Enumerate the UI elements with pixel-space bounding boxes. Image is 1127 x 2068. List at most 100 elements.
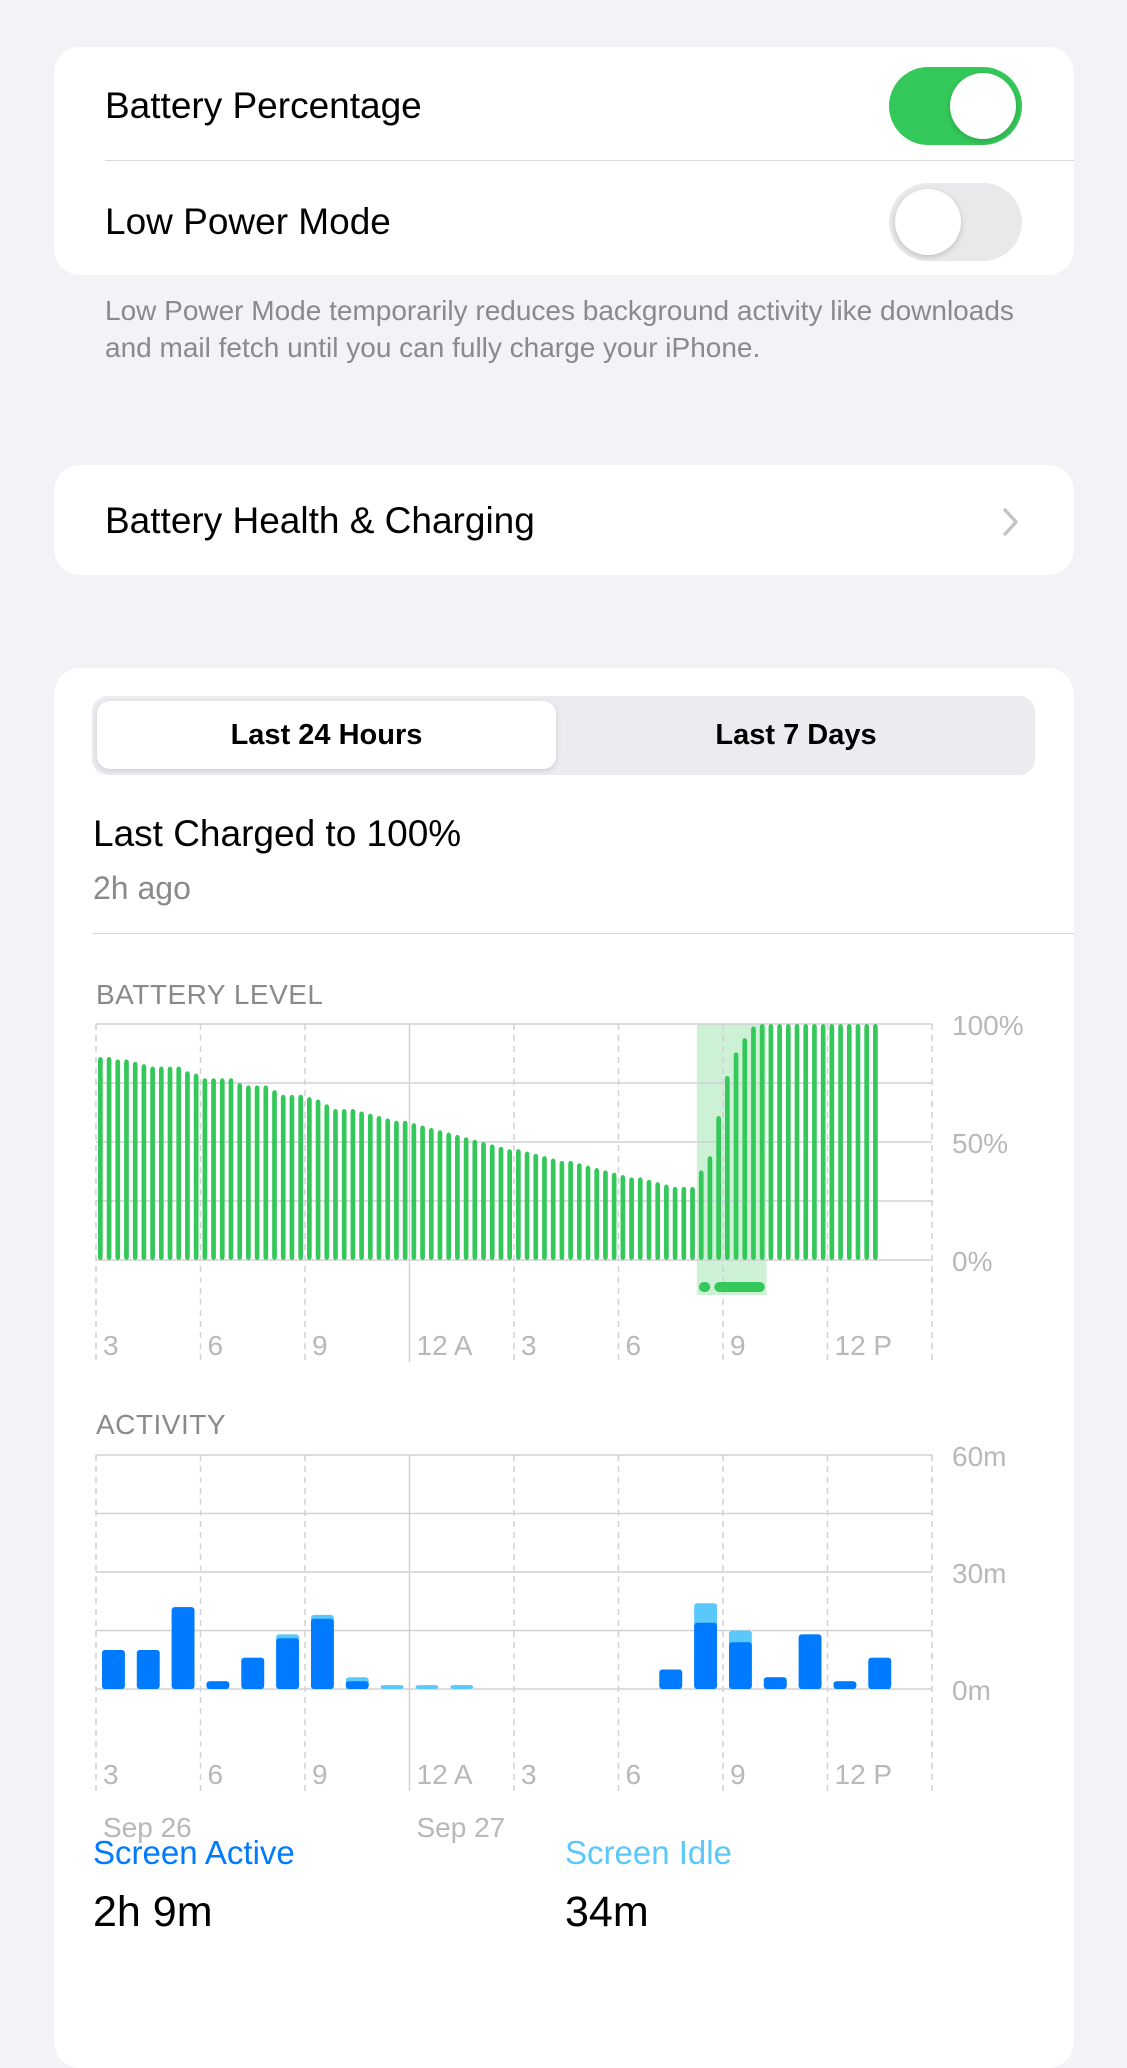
battery-bar bbox=[829, 1024, 835, 1260]
x-tick-label: 3 bbox=[521, 1759, 537, 1790]
battery-bar bbox=[803, 1024, 809, 1260]
x-tick-label: 9 bbox=[730, 1330, 746, 1361]
low-power-mode-toggle[interactable] bbox=[889, 183, 1022, 261]
battery-bar bbox=[812, 1024, 817, 1260]
x-tick-label: 6 bbox=[208, 1759, 224, 1790]
date-label: Sep 26 bbox=[103, 1812, 192, 1843]
y-tick-label: 100% bbox=[952, 1010, 1024, 1041]
screen-active-bar bbox=[345, 1681, 369, 1689]
x-tick-label: 12 P bbox=[835, 1759, 893, 1790]
battery-bar bbox=[646, 1179, 652, 1260]
screen-active-bar bbox=[659, 1669, 683, 1689]
screen-idle-label: Screen Idle bbox=[565, 1834, 732, 1871]
x-tick-label: 6 bbox=[626, 1759, 642, 1790]
screen-active-bar bbox=[694, 1622, 717, 1689]
battery-bar bbox=[568, 1160, 573, 1260]
battery-bar bbox=[228, 1078, 234, 1260]
battery-bar bbox=[472, 1139, 478, 1260]
battery-bar bbox=[455, 1134, 460, 1260]
tab-last-7-days[interactable]: Last 7 Days bbox=[715, 718, 877, 751]
battery-bar bbox=[437, 1130, 443, 1260]
screen-active-bar bbox=[763, 1677, 787, 1689]
x-tick-label: 3 bbox=[521, 1330, 537, 1361]
battery-bar bbox=[132, 1061, 138, 1260]
battery-bar bbox=[533, 1153, 539, 1260]
battery-bar bbox=[690, 1186, 695, 1260]
battery-health-label: Battery Health & Charging bbox=[105, 500, 535, 541]
battery-bar bbox=[272, 1090, 277, 1260]
battery-health-row[interactable]: Battery Health & Charging bbox=[54, 465, 1074, 575]
screen-idle-bar bbox=[415, 1685, 439, 1689]
screen-active-bar bbox=[833, 1681, 857, 1689]
screen-active-bar bbox=[171, 1607, 195, 1689]
battery-bar bbox=[751, 1026, 756, 1260]
battery-bar bbox=[333, 1108, 338, 1260]
battery-bar bbox=[725, 1075, 730, 1260]
battery-bar bbox=[524, 1151, 530, 1260]
low-power-footer: Low Power Mode temporarily reduces backg… bbox=[105, 295, 1014, 363]
battery-percentage-label: Battery Percentage bbox=[105, 85, 422, 126]
divider bbox=[105, 160, 1074, 161]
battery-bar bbox=[376, 1116, 382, 1260]
chevron-right-icon bbox=[1003, 508, 1018, 536]
battery-bar bbox=[98, 1057, 103, 1260]
battery-bar bbox=[446, 1132, 452, 1260]
battery-bar bbox=[611, 1172, 617, 1260]
x-tick-label: 6 bbox=[208, 1330, 224, 1361]
screen-active-bar bbox=[798, 1634, 822, 1689]
battery-bar bbox=[411, 1123, 417, 1260]
charging-indicator bbox=[714, 1282, 765, 1292]
battery-bar bbox=[402, 1120, 408, 1260]
divider bbox=[93, 933, 1074, 934]
battery-bar bbox=[620, 1175, 626, 1260]
time-range-segmented-control: Last 24 Hours Last 7 Days bbox=[92, 696, 1035, 775]
battery-bar bbox=[350, 1108, 356, 1260]
low-power-mode-label: Low Power Mode bbox=[105, 201, 391, 242]
charging-indicator bbox=[698, 1282, 711, 1292]
battery-settings-card: Battery Percentage Low Power Mode bbox=[54, 47, 1074, 275]
x-tick-label: 12 A bbox=[417, 1330, 473, 1361]
battery-bar bbox=[246, 1085, 251, 1260]
battery-bar bbox=[855, 1024, 861, 1260]
battery-percentage-toggle[interactable] bbox=[889, 67, 1022, 145]
last-charged-title: Last Charged to 100% bbox=[93, 813, 462, 854]
battery-bar bbox=[698, 1170, 704, 1260]
battery-bar bbox=[324, 1104, 330, 1260]
activity-title: ACTIVITY bbox=[96, 1409, 227, 1440]
x-tick-label: 6 bbox=[626, 1330, 642, 1361]
battery-bar bbox=[341, 1108, 347, 1260]
battery-bar bbox=[211, 1078, 216, 1260]
x-tick-label: 12 A bbox=[417, 1759, 473, 1790]
battery-bar bbox=[298, 1094, 303, 1260]
battery-bar bbox=[777, 1024, 782, 1260]
battery-bar bbox=[193, 1073, 199, 1260]
tab-last-24-hours[interactable]: Last 24 Hours bbox=[97, 701, 556, 769]
battery-level-title: BATTERY LEVEL bbox=[96, 979, 324, 1010]
battery-bar bbox=[838, 1024, 843, 1260]
battery-bar bbox=[307, 1097, 312, 1260]
battery-bar bbox=[785, 1024, 791, 1260]
battery-bar bbox=[394, 1120, 399, 1260]
toggle-knob bbox=[895, 189, 961, 255]
screen-active-bar bbox=[311, 1618, 334, 1689]
y-tick-label: 50% bbox=[952, 1128, 1008, 1159]
battery-bar bbox=[289, 1094, 295, 1260]
battery-bar bbox=[759, 1024, 765, 1260]
battery-bar bbox=[559, 1160, 565, 1260]
battery-bar bbox=[864, 1024, 870, 1260]
battery-bar bbox=[672, 1186, 678, 1260]
x-tick-label: 9 bbox=[730, 1759, 746, 1790]
battery-bar bbox=[733, 1052, 739, 1260]
battery-bar bbox=[655, 1182, 661, 1260]
battery-bar bbox=[254, 1085, 260, 1260]
battery-bar bbox=[115, 1059, 121, 1260]
battery-bar bbox=[516, 1149, 521, 1260]
battery-bar bbox=[603, 1170, 608, 1260]
screen-active-label: Screen Active bbox=[93, 1834, 295, 1871]
battery-bar bbox=[367, 1113, 373, 1260]
battery-bar bbox=[202, 1078, 208, 1260]
battery-bar bbox=[846, 1024, 852, 1260]
battery-bar bbox=[385, 1118, 391, 1260]
screen-idle-value: 34m bbox=[565, 1888, 649, 1936]
screen-active-bar bbox=[241, 1657, 265, 1689]
